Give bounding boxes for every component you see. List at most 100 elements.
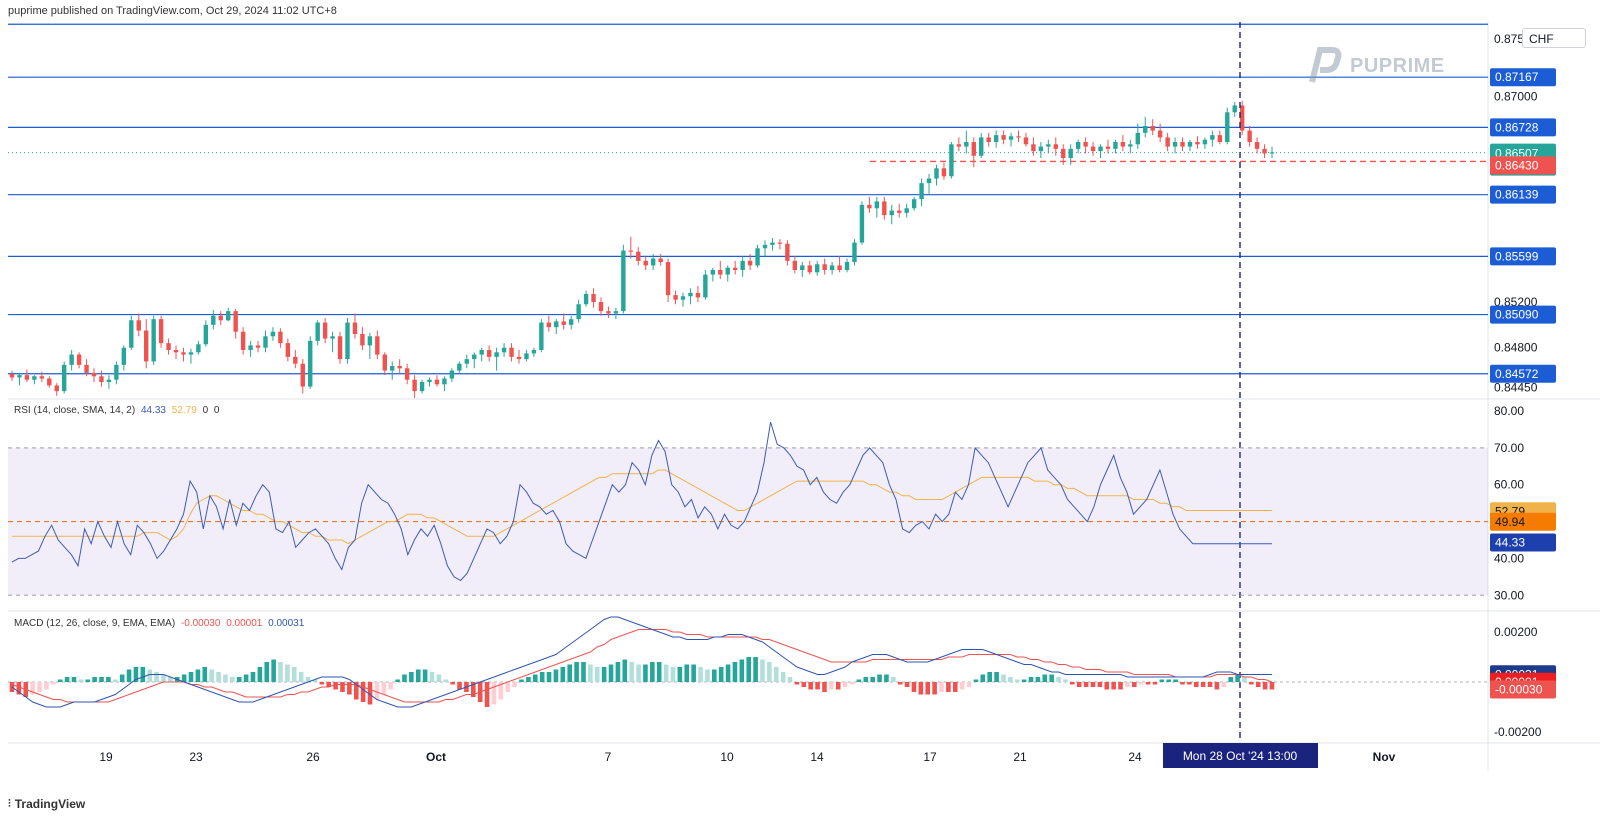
candle-body xyxy=(1262,148,1267,154)
candle-body xyxy=(1046,144,1051,147)
macd-histogram-bar xyxy=(243,674,249,682)
candle-body xyxy=(1150,126,1155,131)
macd-histogram-bar xyxy=(298,672,304,682)
macd-histogram-bar xyxy=(512,682,517,687)
candle-body xyxy=(1113,142,1118,149)
rsi-value-tag-bg xyxy=(1490,533,1556,552)
candle-body xyxy=(1075,142,1081,149)
macd-histogram-bar xyxy=(739,659,745,682)
macd-histogram-bar xyxy=(367,682,373,705)
candle-body xyxy=(1038,146,1044,152)
macd-histogram-bar xyxy=(863,677,869,682)
footer: ⫶ TradingView xyxy=(8,797,85,811)
candle-body xyxy=(61,364,67,392)
candle-body xyxy=(449,370,455,379)
macd-histogram-bar xyxy=(154,672,159,682)
macd-histogram-bar xyxy=(959,682,965,690)
macd-histogram-bar xyxy=(64,677,70,682)
candle-body xyxy=(882,201,887,216)
macd-legend[interactable]: MACD (12, 26, close, 9, EMA, EMA) -0.000… xyxy=(14,618,304,629)
macd-histogram-bar xyxy=(553,669,559,682)
rsi-extra-1: 0 xyxy=(202,405,209,416)
candle-body xyxy=(1202,139,1208,145)
macd-histogram-bar xyxy=(85,679,91,682)
macd-histogram-bar xyxy=(1221,682,1227,687)
candle-body xyxy=(897,210,902,213)
candle-body xyxy=(218,315,223,321)
macd-histogram-bar xyxy=(92,677,97,682)
macd-histogram-bar xyxy=(484,682,490,707)
candle-body xyxy=(47,378,52,386)
candle-body xyxy=(598,302,604,312)
candle-body xyxy=(427,379,432,382)
macd-histogram-bar xyxy=(794,682,800,685)
candle-body xyxy=(300,363,305,387)
macd-histogram-bar xyxy=(409,672,414,682)
macd-histogram-bar xyxy=(629,662,634,682)
candle-body xyxy=(1090,146,1096,152)
price-tick-label: 0.84800 xyxy=(1494,341,1538,355)
candle-body xyxy=(39,376,45,379)
candle-body xyxy=(1023,137,1029,145)
level-label: 0.85090 xyxy=(1495,308,1539,322)
candle-body xyxy=(867,204,872,209)
candle-body xyxy=(32,376,37,380)
macd-histogram-bar xyxy=(388,682,393,690)
macd-histogram-bar xyxy=(718,667,724,682)
macd-histogram-bar xyxy=(1131,682,1137,687)
candle-body xyxy=(658,258,663,262)
macd-histogram-bar xyxy=(939,682,944,692)
candle-body xyxy=(308,340,313,387)
candle-body xyxy=(762,244,768,249)
macd-histogram-bar xyxy=(622,659,628,682)
macd-histogram-bar xyxy=(51,682,56,685)
candle-body xyxy=(76,354,82,365)
red-price-label: 0.86430 xyxy=(1495,158,1539,172)
candle-body xyxy=(770,242,775,245)
candle-body xyxy=(979,137,984,156)
macd-histogram-bar xyxy=(30,682,35,695)
macd-histogram-bar xyxy=(278,662,283,682)
macd-histogram-bar xyxy=(1042,674,1048,682)
macd-histogram-bar xyxy=(815,682,820,690)
macd-histogram-bar xyxy=(636,664,641,682)
candle-body xyxy=(1135,132,1140,145)
rsi-title: RSI (14, close, SMA, 14, 2) xyxy=(14,405,136,416)
candle-body xyxy=(367,336,373,346)
macd-histogram-bar xyxy=(656,662,662,682)
watermark-text: PUPRIME xyxy=(1350,54,1445,77)
candle-body xyxy=(248,345,253,350)
macd-histogram-bar xyxy=(1028,677,1034,682)
macd-histogram-bar xyxy=(1269,682,1275,690)
macd-histogram-bar xyxy=(78,679,84,682)
candle-body xyxy=(710,270,716,275)
macd-histogram-bar xyxy=(188,672,194,682)
candle-body xyxy=(412,379,417,392)
macd-histogram-bar xyxy=(1180,682,1185,685)
macd-histogram-bar xyxy=(333,682,338,690)
macd-histogram-bar xyxy=(946,682,951,692)
candle-body xyxy=(1053,144,1058,149)
candle-body xyxy=(1083,142,1088,147)
time-tick-label: 10 xyxy=(720,750,734,764)
macd-histogram-bar xyxy=(684,664,690,682)
candle-body xyxy=(934,168,939,179)
macd-histogram-bar xyxy=(415,669,421,682)
candle-body xyxy=(1232,105,1237,113)
candle-body xyxy=(114,364,119,380)
macd-signal-value: 0.00001 xyxy=(226,618,263,629)
macd-histogram-bar xyxy=(1104,682,1110,690)
macd-histogram-bar xyxy=(326,682,332,687)
macd-histogram-bar xyxy=(877,674,882,682)
macd-histogram-bar xyxy=(1214,682,1220,690)
currency-selector[interactable]: CHF xyxy=(1522,28,1586,48)
macd-histogram-bar xyxy=(532,674,538,682)
macd-histogram-bar xyxy=(402,674,407,682)
candle-body xyxy=(1120,142,1126,147)
candle-body xyxy=(360,334,365,346)
rsi-legend[interactable]: RSI (14, close, SMA, 14, 2) 44.33 52.79 … xyxy=(14,405,219,416)
macd-histogram-bar xyxy=(1021,679,1027,682)
candle-body xyxy=(665,262,671,296)
macd-histogram-bar xyxy=(897,682,903,685)
